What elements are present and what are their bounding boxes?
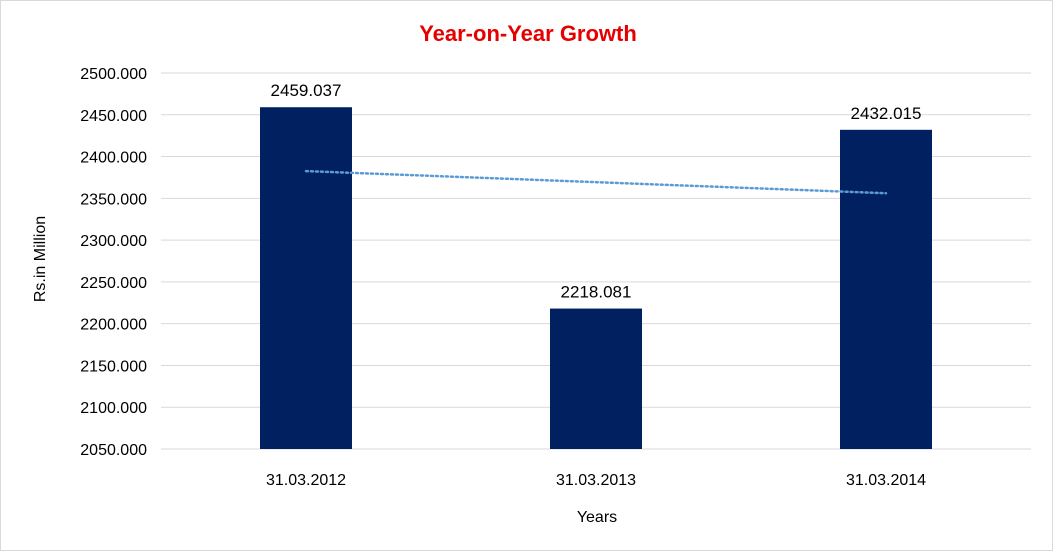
y-tick-label: 2400.000	[80, 150, 147, 167]
y-axis-ticks: 2500.000 2450.000 2400.000 2350.000 2300.000…	[80, 66, 147, 459]
y-tick-label: 2100.000	[80, 400, 147, 417]
y-tick-label: 2250.000	[80, 275, 147, 292]
data-label: 2218.081	[561, 283, 632, 302]
bar	[840, 129, 932, 449]
y-tick-label: 2300.000	[80, 233, 147, 250]
y-tick-label: 2450.000	[80, 108, 147, 125]
x-tick-label: 31.03.2012	[266, 472, 346, 489]
y-tick-label: 2150.000	[80, 358, 147, 375]
data-labels: 2459.037 2218.081 2432.015	[271, 81, 922, 301]
y-tick-label: 2350.000	[80, 191, 147, 208]
trendline-group	[304, 169, 888, 195]
x-axis-title: Years	[577, 509, 617, 526]
y-tick-label: 2200.000	[80, 317, 147, 334]
data-label: 2432.015	[851, 104, 922, 123]
y-tick-label: 2050.000	[80, 442, 147, 459]
x-tick-label: 31.03.2013	[556, 472, 636, 489]
x-axis-ticks: 31.03.2012 31.03.2013 31.03.2014	[266, 472, 926, 489]
x-tick-label: 31.03.2014	[846, 472, 926, 489]
data-label: 2459.037	[271, 81, 342, 100]
y-axis-title: Rs.in Million	[32, 216, 49, 302]
bar	[550, 308, 642, 449]
bars	[260, 107, 932, 449]
trendline	[304, 169, 888, 195]
y-tick-label: 2500.000	[80, 66, 147, 83]
chart-title: Year-on-Year Growth	[419, 21, 637, 46]
bar	[260, 107, 352, 449]
